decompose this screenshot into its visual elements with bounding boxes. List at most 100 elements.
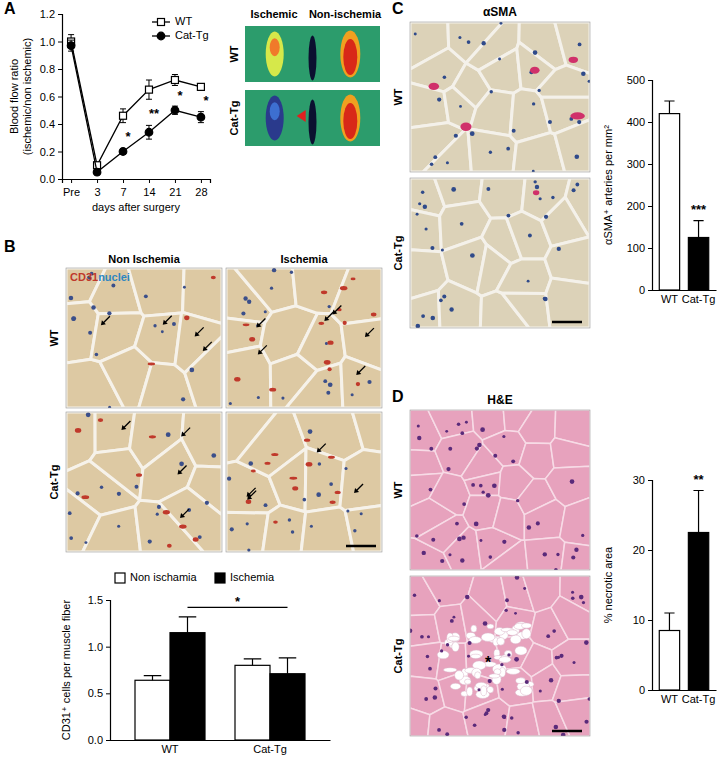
stained-spot <box>292 486 298 490</box>
nucleus <box>247 300 251 304</box>
nucleus <box>539 690 542 693</box>
arrow-head <box>178 470 183 475</box>
nucleus <box>538 89 541 92</box>
y-tick-label: 100 <box>627 242 645 254</box>
nucleus <box>144 294 148 298</box>
micrograph-frame <box>410 178 590 328</box>
foot <box>340 30 360 77</box>
nucleus <box>450 619 454 623</box>
y-tick-label: 1.0 <box>40 36 55 48</box>
nucleus <box>488 679 492 683</box>
muscle-fiber <box>436 643 466 681</box>
muscle-fiber <box>286 363 343 408</box>
stained-spot <box>318 322 324 325</box>
nucleus <box>108 406 111 408</box>
y-tick-mark <box>58 69 62 70</box>
necrotic-gap <box>487 624 494 629</box>
nucleus <box>465 421 468 424</box>
nucleus <box>433 695 438 700</box>
y-tick-mark <box>648 690 652 691</box>
nucleus <box>117 525 120 528</box>
nucleus <box>457 423 461 427</box>
significance-mark: ** <box>693 472 704 487</box>
row-label: Cat-Tg <box>392 236 404 271</box>
y-axis-line <box>648 81 653 291</box>
x-tick: 28 <box>195 179 207 198</box>
nucleus <box>581 534 584 537</box>
foot-core <box>270 102 280 120</box>
y-tick: 20 <box>633 544 652 556</box>
x-tick-mark <box>123 179 124 183</box>
necrotic-gap <box>510 635 521 644</box>
nucleus <box>572 188 576 192</box>
plot-marks <box>659 101 708 290</box>
nucleus <box>68 511 72 515</box>
x-tick: 3 <box>94 179 100 198</box>
arrow-head <box>354 488 359 493</box>
legend-label: WT <box>175 15 192 27</box>
necrotic-gap <box>522 629 531 639</box>
perfusion-bg <box>245 26 380 82</box>
y-axis: 0102030 <box>633 474 653 696</box>
legend-label: Ischemia <box>230 571 275 583</box>
x-tick-label: Cat-Tg <box>682 293 716 305</box>
muscle-fiber <box>550 438 590 468</box>
stained-spot <box>351 277 356 280</box>
y-tick-label: 500 <box>627 74 645 86</box>
x-axis: WTCat-Tg <box>653 690 717 705</box>
nucleus <box>264 503 268 507</box>
nucleus <box>241 311 245 315</box>
necrotic-gap <box>437 651 449 659</box>
stained-spot <box>328 456 335 459</box>
nucleus <box>310 525 313 528</box>
x-axis: WTCat-Tg <box>653 290 717 305</box>
nucleus <box>431 538 435 542</box>
nucleus <box>548 120 552 124</box>
muscle-fiber <box>551 596 590 640</box>
foot-core <box>343 39 357 75</box>
nucleus <box>527 525 532 530</box>
nucleus <box>516 731 519 734</box>
y-tick-label: 20 <box>633 544 645 556</box>
row-label: Cat-Tg <box>392 639 404 674</box>
y-axis-title: αSMA⁺ arteries per mm² <box>602 125 614 245</box>
nucleus <box>413 593 416 596</box>
necrotic-gap <box>450 683 460 689</box>
error-bar <box>146 80 152 99</box>
significance-mark: * <box>125 129 131 144</box>
nucleus <box>205 501 209 505</box>
marker <box>120 112 127 119</box>
bar <box>659 114 679 290</box>
figure: ABCD0.00.20.40.60.81.01.2Pre37142128days… <box>0 0 724 777</box>
muscle-fiber <box>438 671 467 713</box>
nucleus <box>360 512 363 515</box>
necrotic-gap <box>475 672 481 679</box>
stained-spot <box>569 57 578 63</box>
y-tick: 0 <box>639 684 652 696</box>
nucleus <box>464 715 467 718</box>
nucleus <box>457 537 462 542</box>
nucleus <box>588 80 590 83</box>
stained-spot <box>179 524 187 528</box>
nucleus <box>504 609 507 612</box>
nucleus <box>328 382 333 387</box>
error-bar <box>279 658 297 674</box>
nucleus <box>514 612 517 615</box>
nucleus <box>511 459 515 463</box>
nucleus <box>502 435 505 438</box>
x-tick: 7 <box>120 179 126 198</box>
necrotic-gap <box>471 654 481 658</box>
arrow-head <box>247 492 252 497</box>
y-axis-line <box>58 15 63 180</box>
muscle-fiber <box>305 447 344 512</box>
nucleus <box>561 733 566 736</box>
x-axis: Pre37142128 <box>63 179 211 198</box>
nucleus <box>71 316 76 321</box>
muscle-fiber <box>506 211 551 259</box>
legend: Non ischamiaIschemia <box>115 571 275 583</box>
nucleus <box>554 725 559 730</box>
micrograph-bg <box>66 412 222 552</box>
foot <box>340 94 360 141</box>
x-axis-title: days after surgery <box>92 201 181 213</box>
nucleus <box>417 424 420 427</box>
